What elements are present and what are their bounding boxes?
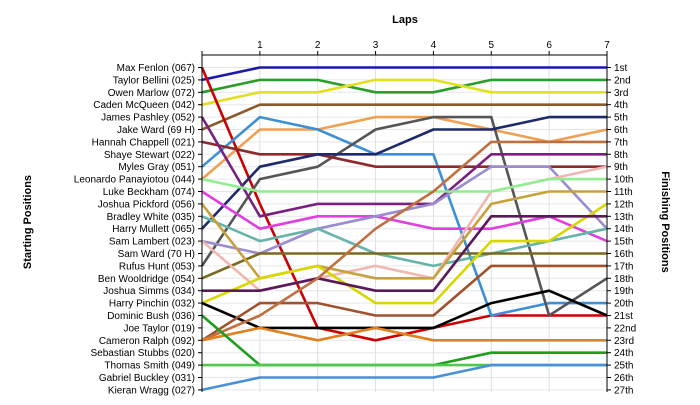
series-line-8 [200,115,608,317]
series-line-5 [201,115,608,181]
finish-label: 2nd [614,75,631,86]
lap-tick-label: 5 [489,40,495,51]
start-label: Luke Beckham (074) [103,187,195,198]
finish-label: 12th [614,199,633,210]
finish-label: 16th [614,249,633,260]
finish-label: 20th [614,299,633,310]
left-axis-title: Starting Positions [22,175,34,269]
finish-label: 7th [614,137,628,148]
start-label: Joe Taylor (019) [123,323,195,334]
series-line-19 [201,202,608,305]
start-label: Bradley White (035) [107,212,195,223]
series-line-14 [201,215,608,268]
start-label: Shaye Stewart (022) [104,150,195,161]
start-label: Harry Mullett (065) [112,224,195,235]
lap-tick-label: 1 [257,40,263,51]
right-axis-title: Finishing Positions [659,171,671,272]
lap-tick-label: 4 [431,40,437,51]
chart-title: Laps [392,14,418,26]
finish-label: 15th [614,237,633,248]
series-line-4 [201,103,607,131]
finish-label: 11th [614,187,633,198]
finish-label: 21st [614,311,633,322]
finish-label: 18th [614,274,633,285]
finish-label: 6th [614,125,628,136]
series-line-12 [201,190,608,243]
start-label: Sam Ward (70 H) [118,249,195,260]
lap-tick-label: 6 [546,40,552,51]
series-line-17 [201,177,607,193]
start-label: Thomas Smith (049) [104,361,195,372]
finish-label: 23rd [614,336,634,347]
series-line-27 [201,363,607,392]
finish-label: 27th [614,385,633,396]
start-label: Owen Marlow (072) [108,88,195,99]
finish-label: 19th [614,286,633,297]
starting-position-labels: Max Fenlon (067)Taylor Bellini (025) Owen… [74,63,195,396]
start-label: Harry Pinchin (032) [109,299,195,310]
series-line-21 [201,289,608,330]
lap-tick-label: 3 [373,40,379,51]
start-label: Hannah Chappell (021) [92,137,195,148]
series-line-2 [201,78,607,94]
start-label: Sebastian Stubbs (020) [90,348,195,359]
start-label: Max Fenlon (067) [117,63,195,74]
finish-label: 5th [614,113,628,124]
lap-tick-label: 7 [604,40,610,51]
finish-label: 24th [614,348,633,359]
start-label: Ben Wooldridge (054) [98,274,195,285]
series-line-20 [202,215,607,293]
series-lines [200,66,608,392]
axes [198,51,611,392]
series-line-10 [201,115,607,230]
start-label: Jake Ward (69 H) [117,125,195,136]
series-line-7 [201,115,607,317]
start-label: Sam Lambert (023) [109,237,195,248]
finish-label: 1st [614,63,628,74]
series-line-11 [200,116,607,218]
series-line-24 [201,326,607,342]
lap-tick-labels: 1 2 3 4 5 6 7 [257,40,610,51]
series-line-15 [201,252,607,280]
finish-label: 8th [614,150,628,161]
start-label: Kieran Wragg (027) [108,385,195,396]
start-label: Joshua Simms (034) [103,286,195,297]
start-label: Caden McQueen (042) [93,100,195,111]
start-label: Gabriel Buckley (031) [99,373,195,384]
finish-label: 22nd [614,323,636,334]
series-line-1 [201,66,607,82]
start-label: Myles Gray (051) [118,162,195,173]
finish-label: 3rd [614,88,628,99]
finish-label: 17th [614,261,633,272]
series-line-22 [201,264,607,342]
start-label: Dominic Bush (036) [107,311,195,322]
finish-label: 14th [614,224,633,235]
start-label: James Pashley (052) [101,113,195,124]
finish-label: 10th [614,175,633,186]
start-label: Cameron Ralph (092) [99,336,195,347]
finish-label: 9th [614,162,628,173]
series-line-23 [201,140,607,342]
start-label: Taylor Bellini (025) [113,75,195,86]
series-line-3 [201,78,607,106]
finish-label: 26th [614,373,633,384]
lap-tick-label: 2 [315,40,321,51]
finish-label: 13th [614,212,633,223]
start-label: Joshua Pickford (056) [98,199,195,210]
start-label: Rufus Hunt (053) [119,261,195,272]
finish-label: 25th [614,361,633,372]
start-label: Leonardo Panayiotou (044) [74,175,195,186]
finish-label: 4th [614,100,628,111]
